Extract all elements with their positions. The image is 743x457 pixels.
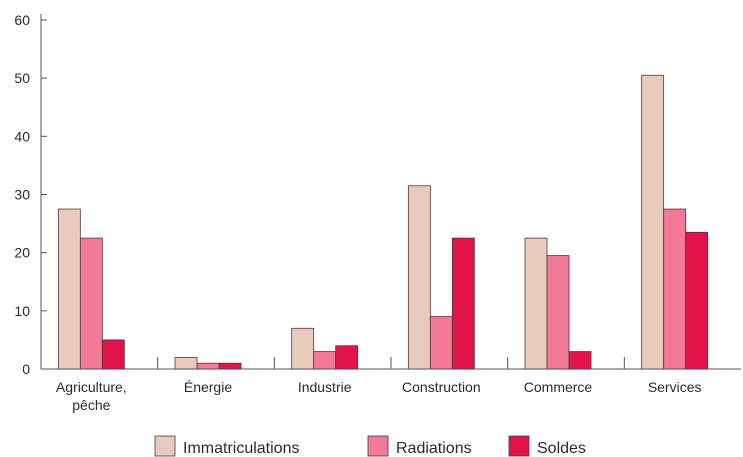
bar-immatriculations: [524, 237, 548, 370]
bar-immatriculations: [407, 185, 431, 370]
bars: [57, 74, 709, 370]
legend-label-soldes: Soldes: [537, 440, 586, 457]
bar-immatriculations: [174, 356, 198, 370]
legend-label-radiations: Radiations: [396, 440, 472, 457]
bar-soldes: [568, 351, 592, 370]
y-tick-label: 10: [14, 303, 30, 319]
x-category-label: Commerce: [524, 379, 593, 395]
x-category-label: pêche: [72, 397, 110, 413]
y-tick-label: 60: [14, 12, 30, 28]
bar-soldes: [335, 345, 359, 370]
legend-label-immatriculations: Immatriculations: [183, 440, 299, 457]
bar-radiations: [313, 351, 337, 370]
bar-immatriculations: [57, 208, 81, 370]
bar-soldes: [218, 362, 242, 370]
legend: Immatriculations Radiations Soldes: [154, 435, 586, 457]
bar-radiations: [429, 316, 453, 370]
bar-radiations: [663, 208, 687, 370]
bar-immatriculations: [641, 74, 665, 370]
bar-soldes: [101, 339, 125, 370]
y-tick-label: 0: [22, 361, 30, 377]
bar-soldes: [685, 231, 709, 370]
y-tick-label: 40: [14, 128, 30, 144]
x-category-label: Agriculture,: [56, 379, 127, 395]
bar-radiations: [79, 237, 103, 370]
x-category-label: Énergie: [184, 379, 232, 395]
bar-radiations: [196, 362, 220, 370]
legend-swatch-radiations: [367, 435, 389, 457]
y-tick-label: 30: [14, 187, 30, 203]
x-category-label: Services: [648, 379, 702, 395]
bar-immatriculations: [291, 327, 315, 370]
x-category-label: Industrie: [298, 379, 352, 395]
bar-radiations: [546, 255, 570, 370]
y-tick-label: 50: [14, 70, 30, 86]
bar-soldes: [451, 237, 475, 370]
legend-swatch-soldes: [508, 435, 530, 457]
x-category-label: Construction: [402, 379, 481, 395]
legend-swatch-immatriculations: [154, 435, 176, 457]
y-tick-label: 20: [14, 245, 30, 261]
x-axis: Agriculture, pêche Énergie Industrie Constru…: [41, 357, 741, 413]
y-axis: 0 10 20 30 40 50 60: [14, 12, 47, 377]
